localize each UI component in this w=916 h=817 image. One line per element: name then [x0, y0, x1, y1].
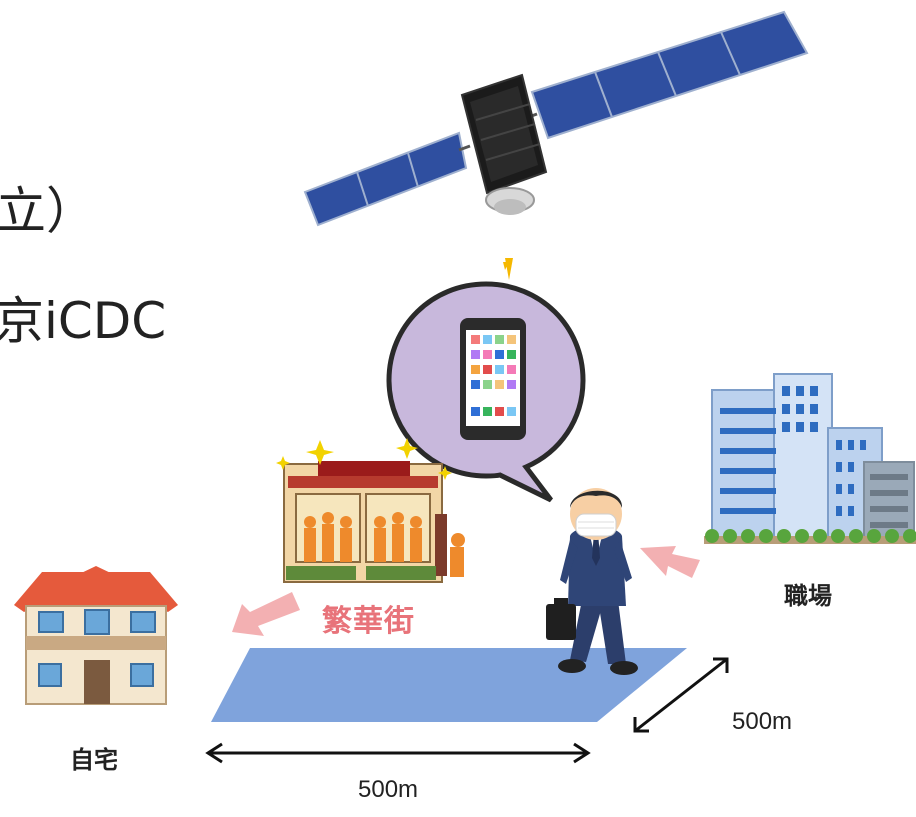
masked-businessman-icon	[546, 488, 638, 675]
heading-fragment-line1: 立）	[0, 182, 96, 240]
distance-width-label: 500m	[358, 776, 419, 803]
label-workplace: 職場	[784, 582, 832, 610]
speech-bubble	[386, 281, 586, 503]
smartphone-icon	[460, 318, 526, 440]
label-downtown: 繁華街	[322, 604, 415, 639]
arrow-to-home	[232, 592, 300, 636]
depth-arrow	[633, 657, 729, 733]
signal-beam	[440, 240, 658, 280]
restaurant-icon	[276, 438, 465, 583]
label-home: 自宅	[70, 746, 118, 774]
distance-depth-label: 500m	[732, 708, 793, 735]
heading-fragment-line2: 京iCDC	[0, 292, 167, 350]
office-building-icon	[704, 373, 916, 544]
arrow-from-workplace	[640, 546, 700, 578]
satellite-icon	[303, 10, 809, 227]
house-icon	[14, 566, 178, 705]
width-arrow	[205, 742, 591, 764]
